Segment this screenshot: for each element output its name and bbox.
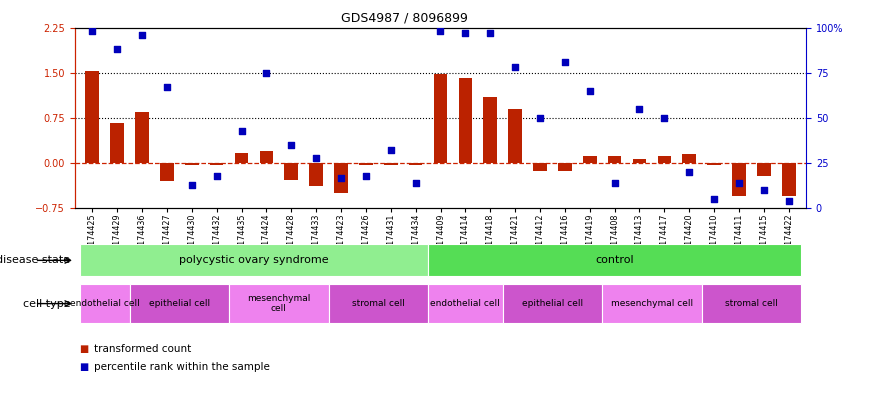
Point <box>185 182 199 188</box>
Bar <box>428 244 801 276</box>
Bar <box>781 163 796 196</box>
Bar <box>409 163 423 165</box>
Bar <box>603 284 701 323</box>
Bar <box>309 163 323 186</box>
Bar <box>732 163 746 196</box>
Point <box>309 154 323 161</box>
Text: epithelial cell: epithelial cell <box>149 299 210 308</box>
Point <box>384 147 398 154</box>
Bar <box>633 159 647 163</box>
Bar <box>757 163 771 176</box>
Bar <box>210 163 224 165</box>
Bar <box>701 284 801 323</box>
Point <box>483 30 497 36</box>
Text: mesenchymal
cell: mesenchymal cell <box>248 294 310 313</box>
Point <box>682 169 696 175</box>
Point <box>707 196 722 202</box>
Point <box>259 70 273 76</box>
Bar <box>234 153 248 163</box>
Text: epithelial cell: epithelial cell <box>522 299 583 308</box>
Text: ■: ■ <box>79 362 88 371</box>
Bar <box>458 77 472 163</box>
Point <box>135 31 149 38</box>
Bar <box>329 284 428 323</box>
Point <box>210 173 224 179</box>
Text: transformed count: transformed count <box>94 344 191 354</box>
Point <box>608 180 622 186</box>
Point <box>458 30 472 36</box>
Point <box>533 115 547 121</box>
Point <box>334 174 348 181</box>
Text: disease state: disease state <box>0 255 70 265</box>
Bar <box>80 284 130 323</box>
Bar <box>80 244 428 276</box>
Text: polycystic ovary syndrome: polycystic ovary syndrome <box>179 255 329 265</box>
Bar <box>384 163 397 165</box>
Point <box>757 187 771 193</box>
Point <box>781 198 796 204</box>
Text: endothelial cell: endothelial cell <box>70 299 139 308</box>
Point <box>732 180 746 186</box>
Bar <box>359 163 373 165</box>
Point <box>633 106 647 112</box>
Text: cell type: cell type <box>23 299 70 309</box>
Text: percentile rank within the sample: percentile rank within the sample <box>94 362 270 371</box>
Point <box>234 127 248 134</box>
Bar <box>503 284 603 323</box>
Text: stromal cell: stromal cell <box>725 299 778 308</box>
Bar <box>229 284 329 323</box>
Bar <box>707 163 721 165</box>
Text: stromal cell: stromal cell <box>352 299 404 308</box>
Bar <box>185 163 198 165</box>
Text: control: control <box>596 255 634 265</box>
Point <box>159 84 174 90</box>
Bar <box>334 163 348 193</box>
Text: ■: ■ <box>79 344 88 354</box>
Point <box>558 59 572 65</box>
Point <box>359 173 373 179</box>
Bar <box>85 72 100 163</box>
Point <box>657 115 671 121</box>
Bar <box>583 156 596 163</box>
Bar <box>484 97 497 163</box>
Point <box>285 142 299 148</box>
Bar <box>433 74 448 163</box>
Bar <box>683 154 696 163</box>
Point <box>433 28 448 34</box>
Bar <box>285 163 298 180</box>
Point <box>409 180 423 186</box>
Bar <box>657 156 671 163</box>
Bar <box>428 284 503 323</box>
Bar <box>508 109 522 163</box>
Bar <box>160 163 174 181</box>
Point <box>110 46 124 52</box>
Bar <box>260 151 273 163</box>
Bar <box>558 163 572 171</box>
Title: GDS4987 / 8096899: GDS4987 / 8096899 <box>340 12 468 25</box>
Bar <box>110 123 124 163</box>
Bar <box>130 284 229 323</box>
Text: mesenchymal cell: mesenchymal cell <box>611 299 693 308</box>
Bar <box>608 156 621 163</box>
Text: endothelial cell: endothelial cell <box>431 299 500 308</box>
Point <box>582 88 596 94</box>
Bar <box>135 112 149 163</box>
Bar <box>533 163 547 171</box>
Point <box>508 64 522 70</box>
Point <box>85 28 100 34</box>
